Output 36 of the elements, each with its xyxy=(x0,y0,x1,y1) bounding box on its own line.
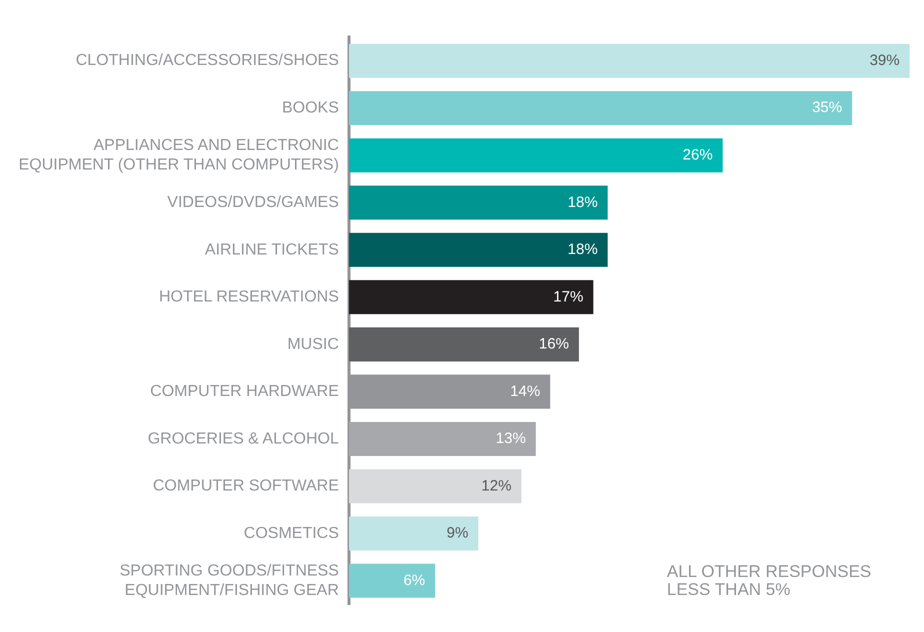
data-label: 26% xyxy=(682,146,713,164)
y-tick-label: COMPUTER SOFTWARE xyxy=(152,478,339,495)
bar xyxy=(348,186,608,220)
y-tick-label: CLOTHING/ACCESSORIES/SHOES xyxy=(76,52,339,70)
bar xyxy=(348,91,852,126)
y-tick-label: HOTEL RESERVATIONS xyxy=(159,288,339,306)
y-tick-label: COMPUTER HARDWARE xyxy=(150,383,339,400)
y-tick-label: BOOKS xyxy=(282,100,339,117)
data-label: 35% xyxy=(812,99,842,116)
bar xyxy=(348,564,436,598)
data-label: 16% xyxy=(538,336,569,353)
y-tick-label: VIDEOS/DVDS/GAMES xyxy=(167,194,339,212)
data-label: 6% xyxy=(403,572,426,589)
bar xyxy=(348,422,536,456)
annotation: ALL OTHER RESPONSES LESS THAN 5% xyxy=(666,562,872,599)
y-tick-label: SPORTING GOODS/FITNESS EQUIPMENT/FISHING GEAR xyxy=(120,562,339,599)
data-label: 18% xyxy=(568,241,598,258)
bar xyxy=(348,327,579,362)
y-tick-label: COSMETICS xyxy=(244,524,339,542)
bar xyxy=(348,232,608,267)
data-label: 39% xyxy=(870,52,900,69)
y-tick-label: APPLIANCES AND ELECTRONIC EQUIPMENT (OTHER THAN COMPUTERS) xyxy=(18,137,339,174)
bar xyxy=(348,280,594,314)
y-tick-label: MUSIC xyxy=(287,336,339,353)
data-label: 14% xyxy=(510,382,540,400)
data-label: 18% xyxy=(568,194,598,211)
y-tick-label: AIRLINE TICKETS xyxy=(204,241,339,258)
data-label: 17% xyxy=(553,288,584,306)
data-label: 9% xyxy=(446,524,468,542)
data-label: 13% xyxy=(496,430,526,448)
bar xyxy=(348,469,522,504)
bar xyxy=(348,138,723,172)
data-label: 12% xyxy=(481,477,512,494)
bar xyxy=(348,44,910,78)
bar xyxy=(348,516,478,551)
y-tick-label: GROCERIES & ALCOHOL xyxy=(148,430,339,448)
